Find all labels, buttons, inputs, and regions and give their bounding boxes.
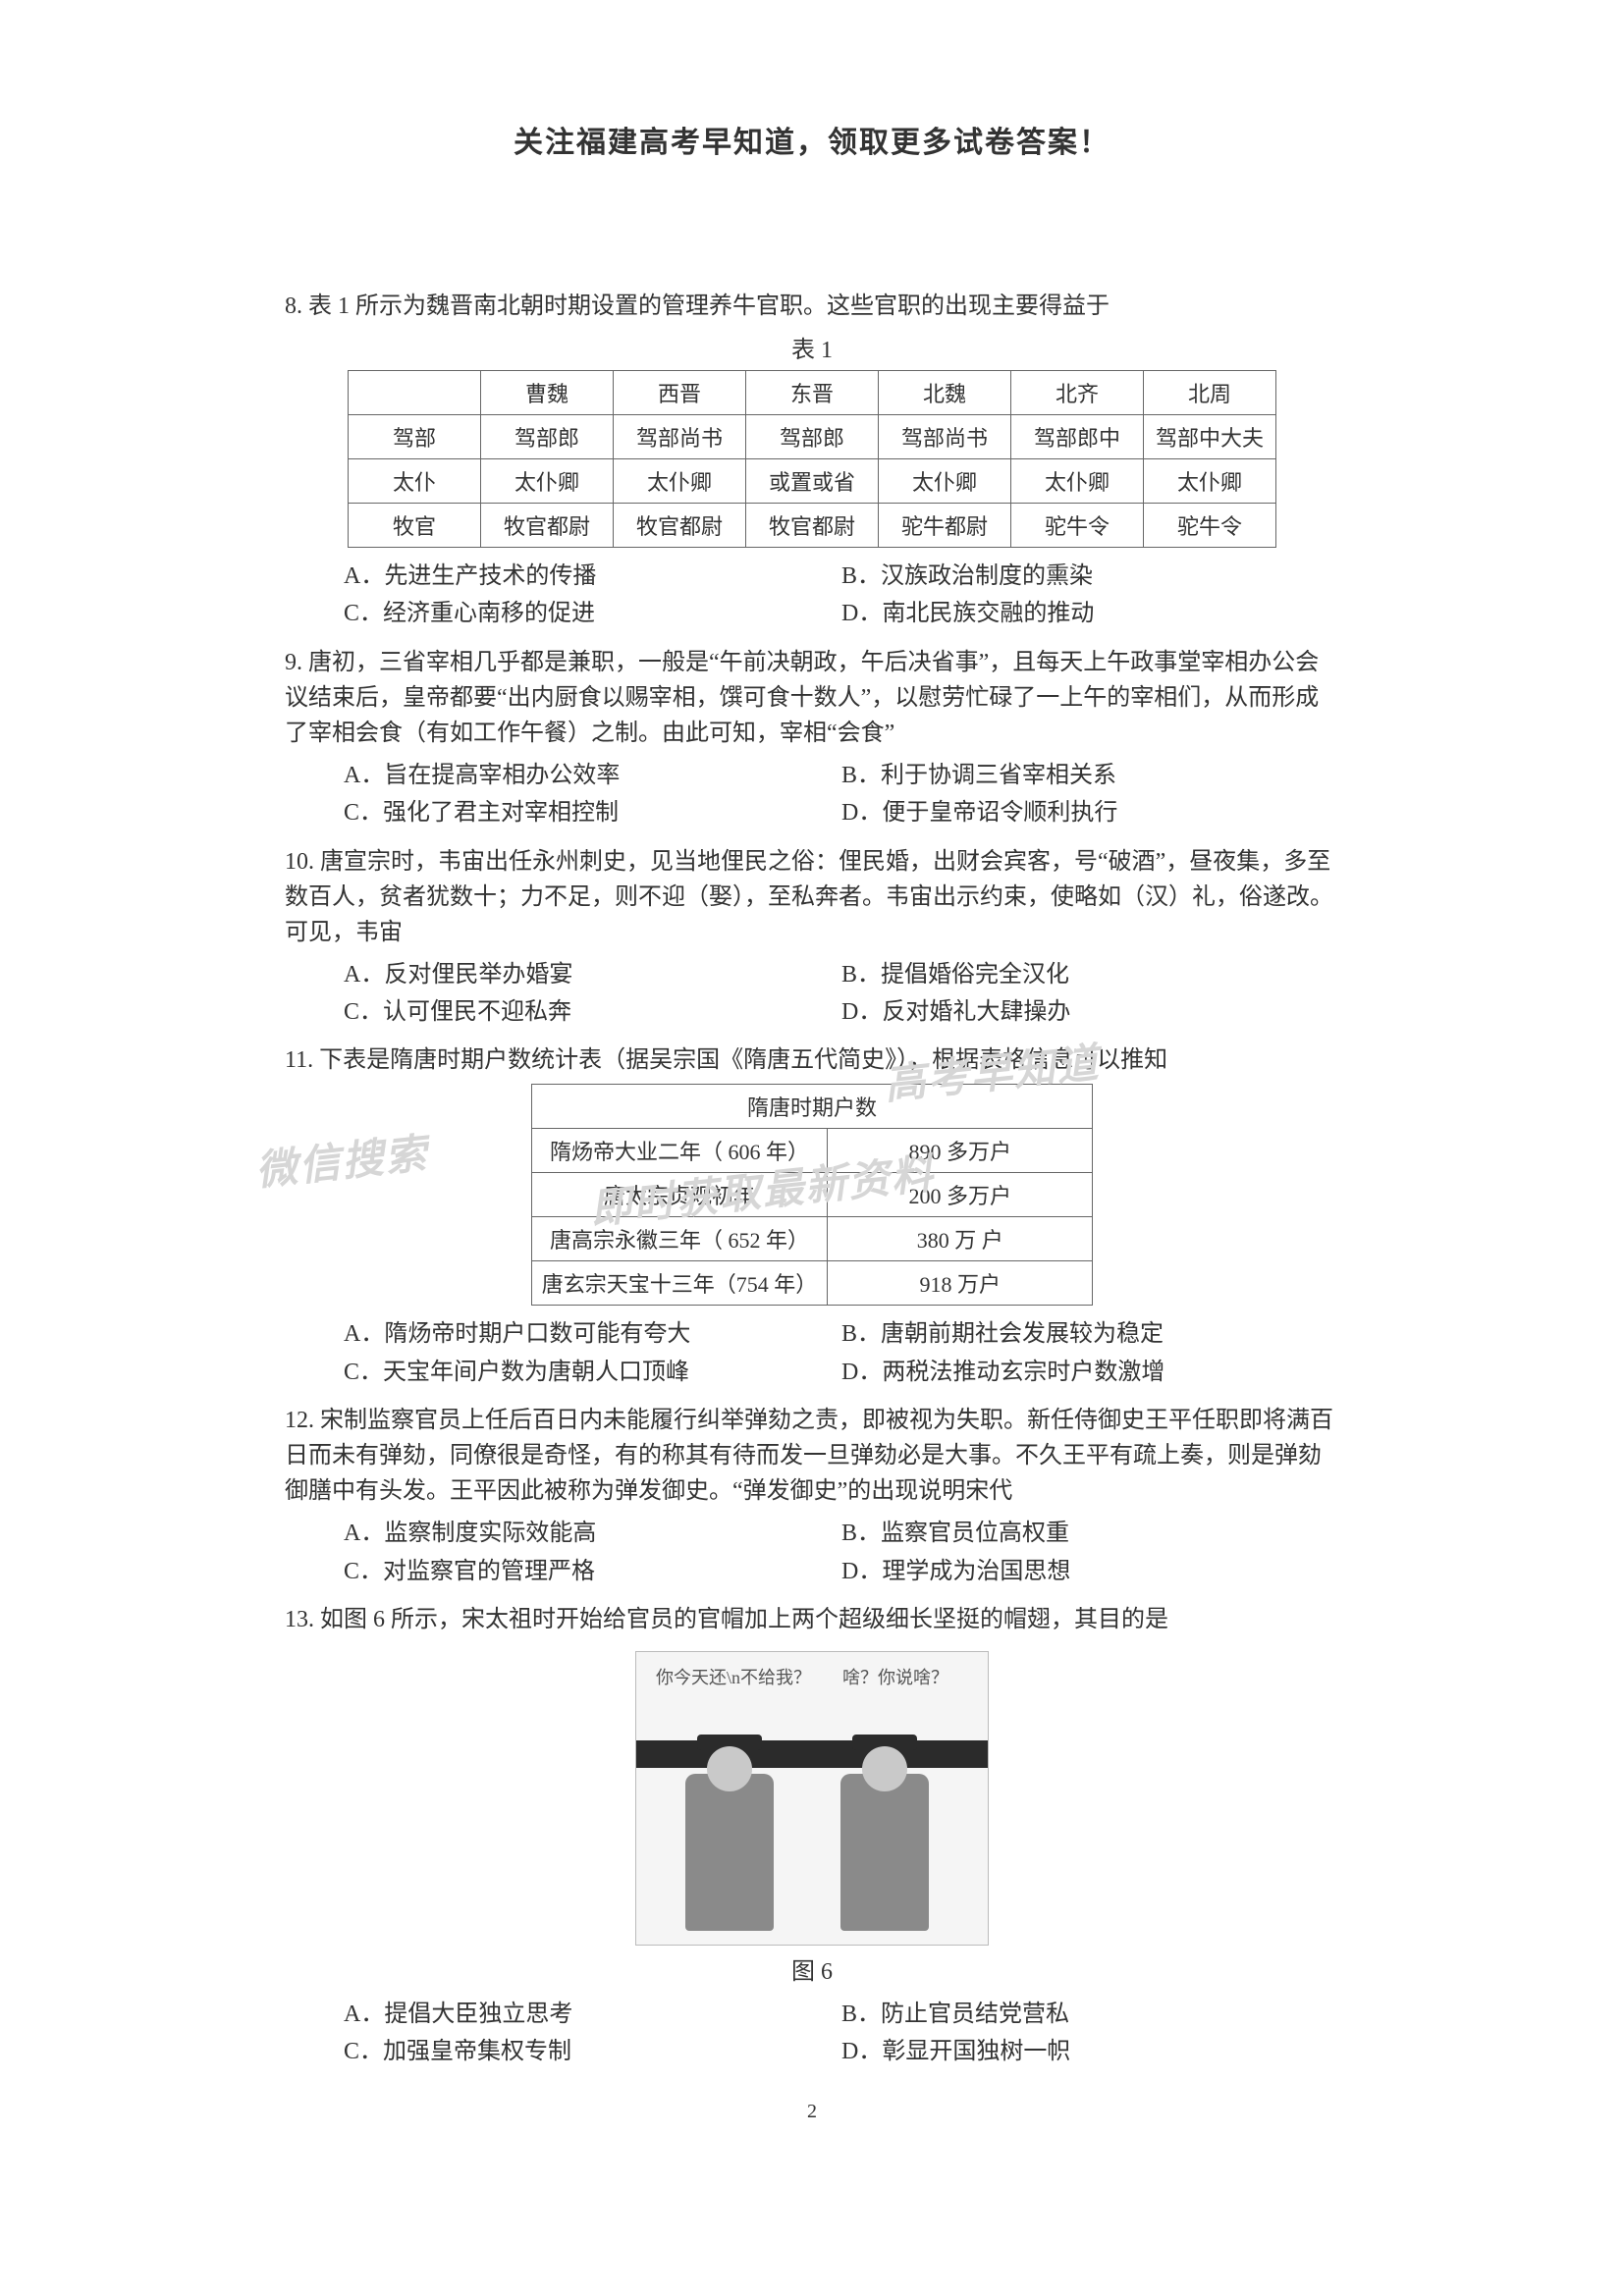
table-cell: 西晋: [614, 371, 746, 415]
choice-c: C．认可俚民不迎私奔: [344, 993, 841, 1031]
q8-table: 曹魏 西晋 东晋 北魏 北齐 北周 驾部 驾部郎 驾部尚书 驾部郎 驾部尚书 驾…: [348, 370, 1276, 548]
table-cell: 北魏: [879, 371, 1011, 415]
q8-table-caption: 表 1: [285, 330, 1339, 364]
table-cell: 200 多万户: [828, 1173, 1093, 1217]
q13-stem: 13. 如图 6 所示，宋太祖时开始给官员的官帽加上两个超级细长坚挺的帽翅，其目…: [285, 1602, 1339, 1637]
table-cell: [349, 371, 481, 415]
choice-d: D．理学成为治国思想: [841, 1553, 1339, 1590]
table-cell: 太仆: [349, 459, 481, 504]
table-cell: 驾部郎: [481, 415, 614, 459]
table-cell: 唐玄宗天宝十三年（754 年）: [531, 1261, 828, 1306]
choice-a: A．先进生产技术的传播: [344, 558, 841, 595]
table-cell: 918 万户: [828, 1261, 1093, 1306]
table-row: 唐玄宗天宝十三年（754 年） 918 万户: [531, 1261, 1093, 1306]
table-cell: 驾部郎中: [1011, 415, 1144, 459]
choice-d: D．南北民族交融的推动: [841, 595, 1339, 632]
q9-choices: A．旨在提高宰相办公效率 B．利于协调三省宰相关系 C．强化了君主对宰相控制 D…: [344, 757, 1339, 832]
q11-table: 隋唐时期户数 隋炀帝大业二年（ 606 年） 890 多万户 唐太宗贞观初年 2…: [531, 1084, 1094, 1306]
table-row: 隋炀帝大业二年（ 606 年） 890 多万户: [531, 1129, 1093, 1173]
q8-stem: 8. 表 1 所示为魏晋南北朝时期设置的管理养牛官职。这些官职的出现主要得益于: [285, 289, 1339, 324]
choice-c: C．经济重心南移的促进: [344, 595, 841, 632]
head-icon: [862, 1746, 907, 1791]
table-cell: 驼牛都尉: [879, 504, 1011, 548]
choice-d: D．彰显开国独树一帜: [841, 2033, 1339, 2070]
table-cell: 驾部中大夫: [1144, 415, 1276, 459]
table-cell: 牧官都尉: [746, 504, 879, 548]
table-cell: 牧官都尉: [481, 504, 614, 548]
official-left-icon: [685, 1774, 774, 1931]
page-header: 关注福建高考早知道，领取更多试卷答案！: [285, 118, 1339, 161]
table-title: 隋唐时期户数: [531, 1085, 1093, 1129]
table-cell: 北周: [1144, 371, 1276, 415]
q10-choices: A．反对俚民举办婚宴 B．提倡婚俗完全汉化 C．认可俚民不迎私奔 D．反对婚礼大…: [344, 956, 1339, 1032]
table-cell: 太仆卿: [481, 459, 614, 504]
table-cell: 唐太宗贞观初年: [531, 1173, 828, 1217]
table-cell: 驼牛令: [1011, 504, 1144, 548]
q13-figure-caption: 图 6: [285, 1951, 1339, 1986]
table-cell: 驾部郎: [746, 415, 879, 459]
table-cell: 380 万 户: [828, 1217, 1093, 1261]
table-row: 牧官 牧官都尉 牧官都尉 牧官都尉 驼牛都尉 驼牛令 驼牛令: [349, 504, 1276, 548]
head-icon: [707, 1746, 752, 1791]
table-cell: 牧官都尉: [614, 504, 746, 548]
q12-choices: A．监察制度实际效能高 B．监察官员位高权重 C．对监察官的管理严格 D．理学成…: [344, 1515, 1339, 1590]
q9-stem: 9. 唐初，三省宰相几乎都是兼职，一般是“午前决朝政，午后决省事”，且每天上午政…: [285, 645, 1339, 751]
q11-stem: 11. 下表是隋唐时期户数统计表（据吴宗国《隋唐五代简史》），根据表格信息可以推…: [285, 1042, 1339, 1078]
choice-b: B．利于协调三省宰相关系: [841, 757, 1339, 794]
q12-stem: 12. 宋制监察官员上任后百日内未能履行纠举弹劾之责，即被视为失职。新任侍御史王…: [285, 1403, 1339, 1509]
q11-choices: A．隋炀帝时期户口数可能有夸大 B．唐朝前期社会发展较为稳定 C．天宝年间户数为…: [344, 1315, 1339, 1391]
table-cell: 东晋: [746, 371, 879, 415]
table-cell: 隋炀帝大业二年（ 606 年）: [531, 1129, 828, 1173]
q10-stem: 10. 唐宣宗时，韦宙出任永州刺史，见当地俚民之俗：俚民婚，出财会宾客，号“破酒…: [285, 844, 1339, 950]
table-cell: 太仆卿: [1011, 459, 1144, 504]
table-cell: 890 多万户: [828, 1129, 1093, 1173]
table-cell: 太仆卿: [1144, 459, 1276, 504]
figure-speech-right: 啥？你说啥？: [842, 1664, 948, 1689]
exam-page: 关注福建高考早知道，领取更多试卷答案！ 8. 表 1 所示为魏晋南北朝时期设置的…: [0, 0, 1624, 2202]
table-cell: 太仆卿: [879, 459, 1011, 504]
table-cell: 牧官: [349, 504, 481, 548]
table-row: 唐高宗永徽三年（ 652 年） 380 万 户: [531, 1217, 1093, 1261]
official-right-icon: [840, 1774, 929, 1931]
figure-speech-left: 你今天还\n不给我？: [656, 1664, 811, 1689]
q8-choices: A．先进生产技术的传播 B．汉族政治制度的熏染 C．经济重心南移的促进 D．南北…: [344, 558, 1339, 633]
choice-a: A．监察制度实际效能高: [344, 1515, 841, 1552]
table-cell: 曹魏: [481, 371, 614, 415]
choice-a: A．隋炀帝时期户口数可能有夸大: [344, 1315, 841, 1353]
choice-c: C．强化了君主对宰相控制: [344, 794, 841, 831]
choice-d: D．便于皇帝诏令顺利执行: [841, 794, 1339, 831]
table-cell: 北齐: [1011, 371, 1144, 415]
table-cell: 驾部尚书: [614, 415, 746, 459]
q13-choices: A．提倡大臣独立思考 B．防止官员结党营私 C．加强皇帝集权专制 D．彰显开国独…: [344, 1996, 1339, 2071]
choice-d: D．两税法推动玄宗时户数激增: [841, 1354, 1339, 1391]
choice-b: B．监察官员位高权重: [841, 1515, 1339, 1552]
choice-c: C．加强皇帝集权专制: [344, 2033, 841, 2070]
choice-b: B．唐朝前期社会发展较为稳定: [841, 1315, 1339, 1353]
table-row: 唐太宗贞观初年 200 多万户: [531, 1173, 1093, 1217]
table-cell: 驾部: [349, 415, 481, 459]
q13-figure: 你今天还\n不给我？ 啥？你说啥？: [635, 1651, 989, 1946]
table-cell: 唐高宗永徽三年（ 652 年）: [531, 1217, 828, 1261]
table-row: 曹魏 西晋 东晋 北魏 北齐 北周: [349, 371, 1276, 415]
choice-a: A．反对俚民举办婚宴: [344, 956, 841, 993]
choice-a: A．旨在提高宰相办公效率: [344, 757, 841, 794]
table-row: 驾部 驾部郎 驾部尚书 驾部郎 驾部尚书 驾部郎中 驾部中大夫: [349, 415, 1276, 459]
hat-wing-icon: [636, 1740, 988, 1768]
choice-c: C．对监察官的管理严格: [344, 1553, 841, 1590]
page-number: 2: [285, 2101, 1339, 2123]
table-cell: 或置或省: [746, 459, 879, 504]
choice-d: D．反对婚礼大肆操办: [841, 993, 1339, 1031]
table-cell: 驼牛令: [1144, 504, 1276, 548]
choice-b: B．汉族政治制度的熏染: [841, 558, 1339, 595]
choice-c: C．天宝年间户数为唐朝人口顶峰: [344, 1354, 841, 1391]
choice-b: B．防止官员结党营私: [841, 1996, 1339, 2033]
table-row: 隋唐时期户数: [531, 1085, 1093, 1129]
choice-b: B．提倡婚俗完全汉化: [841, 956, 1339, 993]
table-row: 太仆 太仆卿 太仆卿 或置或省 太仆卿 太仆卿 太仆卿: [349, 459, 1276, 504]
table-cell: 太仆卿: [614, 459, 746, 504]
choice-a: A．提倡大臣独立思考: [344, 1996, 841, 2033]
table-cell: 驾部尚书: [879, 415, 1011, 459]
